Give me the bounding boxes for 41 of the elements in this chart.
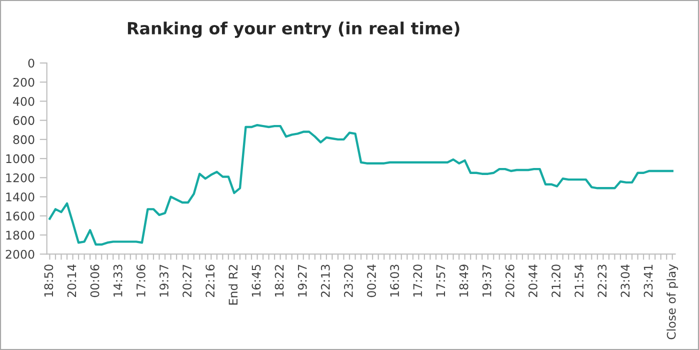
x-tick-label: 23:20	[344, 264, 353, 297]
x-tick-label: 17:20	[413, 264, 422, 297]
x-tick-label: 16:03	[390, 264, 400, 297]
x-tick-label: Close of play	[666, 264, 678, 340]
x-tick-label: 17:06	[136, 264, 146, 297]
x-tick-label: 16:45	[252, 264, 261, 297]
x-tick-label: 19:37	[160, 264, 168, 297]
x-tick-label: 23:41	[644, 264, 653, 297]
x-tick-label: 20:26	[505, 264, 514, 297]
chart-title: Ranking of your entry (in real time)	[128, 22, 460, 38]
y-tick-label: 200	[13, 78, 34, 87]
y-tick-label: 1400	[6, 192, 34, 202]
y-tick-label: 2000	[6, 250, 34, 259]
x-tick-label: 19:27	[298, 264, 307, 297]
y-tick-label: 400	[13, 96, 34, 106]
x-tick-label: 20:27	[182, 264, 192, 297]
x-tick-label: 00:06	[90, 264, 100, 298]
x-tick-label: 20:44	[528, 264, 538, 297]
x-tick-label: 22:23	[598, 264, 607, 297]
x-tick-label: 14:33	[113, 264, 122, 297]
x-tick-label: 23:04	[620, 264, 630, 297]
y-tick-label: 1600	[6, 212, 34, 221]
y-tick-label: 1800	[6, 230, 34, 240]
x-tick-label: 22:13	[320, 264, 330, 297]
x-tick-label: 22:16	[206, 264, 215, 297]
x-tick-label: 21:20	[552, 264, 560, 297]
x-tick-label: End R2	[228, 265, 238, 305]
y-tick-label: 600	[13, 116, 34, 125]
x-tick-label: 19:37	[482, 264, 492, 297]
x-tick-label: 21:54	[574, 264, 584, 297]
x-tick-label: 20:14	[67, 264, 76, 297]
y-tick-label: 800	[13, 135, 34, 144]
y-tick-label: 0	[28, 58, 34, 68]
x-tick-label: 00:24	[367, 264, 376, 298]
x-tick-label: 18:22	[274, 265, 284, 297]
x-tick-label: 18:49	[459, 264, 468, 297]
y-tick-label: 1000	[6, 154, 34, 164]
x-tick-label: 18:50	[44, 264, 54, 297]
x-tick-label: 17:57	[436, 264, 446, 297]
line-series	[48, 124, 674, 246]
y-tick-label: 1200	[6, 173, 34, 182]
